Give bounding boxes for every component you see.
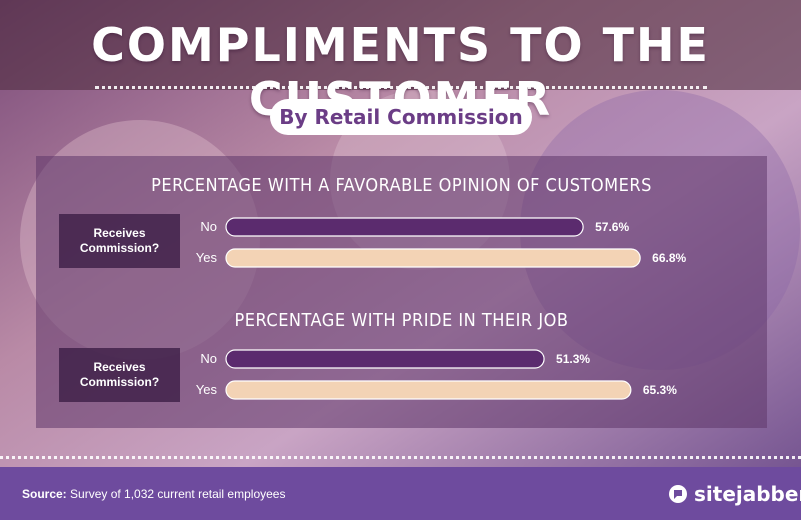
chart-1-row-label: Receives Commission? (59, 214, 180, 268)
chart-2-bar-no (225, 349, 545, 369)
chart-2-title: PERCENTAGE WITH PRIDE IN THEIR JOB (234, 310, 569, 331)
chart-1-value-label: 57.6% (595, 220, 629, 234)
chart-2-bar-yes (225, 380, 632, 400)
chart-2-value-label: 51.3% (556, 352, 590, 366)
chart-1-bar-no (225, 217, 584, 237)
source-note: Source: Survey of 1,032 current retail e… (22, 487, 285, 501)
chart-2-value-label: 65.3% (643, 383, 677, 397)
chart-1-title: PERCENTAGE WITH A FAVORABLE OPINION OF C… (151, 175, 652, 196)
chart-1-value-label: 66.8% (652, 251, 686, 265)
chart-1-bar-yes (225, 248, 641, 268)
sitejabber-logo[interactable]: sitejabber (668, 481, 801, 507)
title-divider (95, 86, 707, 89)
source-text: Survey of 1,032 current retail employees (66, 487, 286, 501)
brand-name: sitejabber (694, 482, 801, 506)
source-label: Source: (22, 487, 67, 501)
footer-divider (0, 456, 801, 459)
chart-1-category-label: Yes (196, 250, 218, 265)
footer-bar (0, 467, 801, 520)
subtitle-pill: By Retail Commission (270, 99, 532, 135)
sitejabber-logo-icon (669, 485, 687, 503)
chart-2-category-label: No (200, 351, 217, 366)
chart-2-row-label: Receives Commission? (59, 348, 180, 402)
chart-1-category-label: No (200, 219, 217, 234)
chart-2-category-label: Yes (196, 382, 218, 397)
